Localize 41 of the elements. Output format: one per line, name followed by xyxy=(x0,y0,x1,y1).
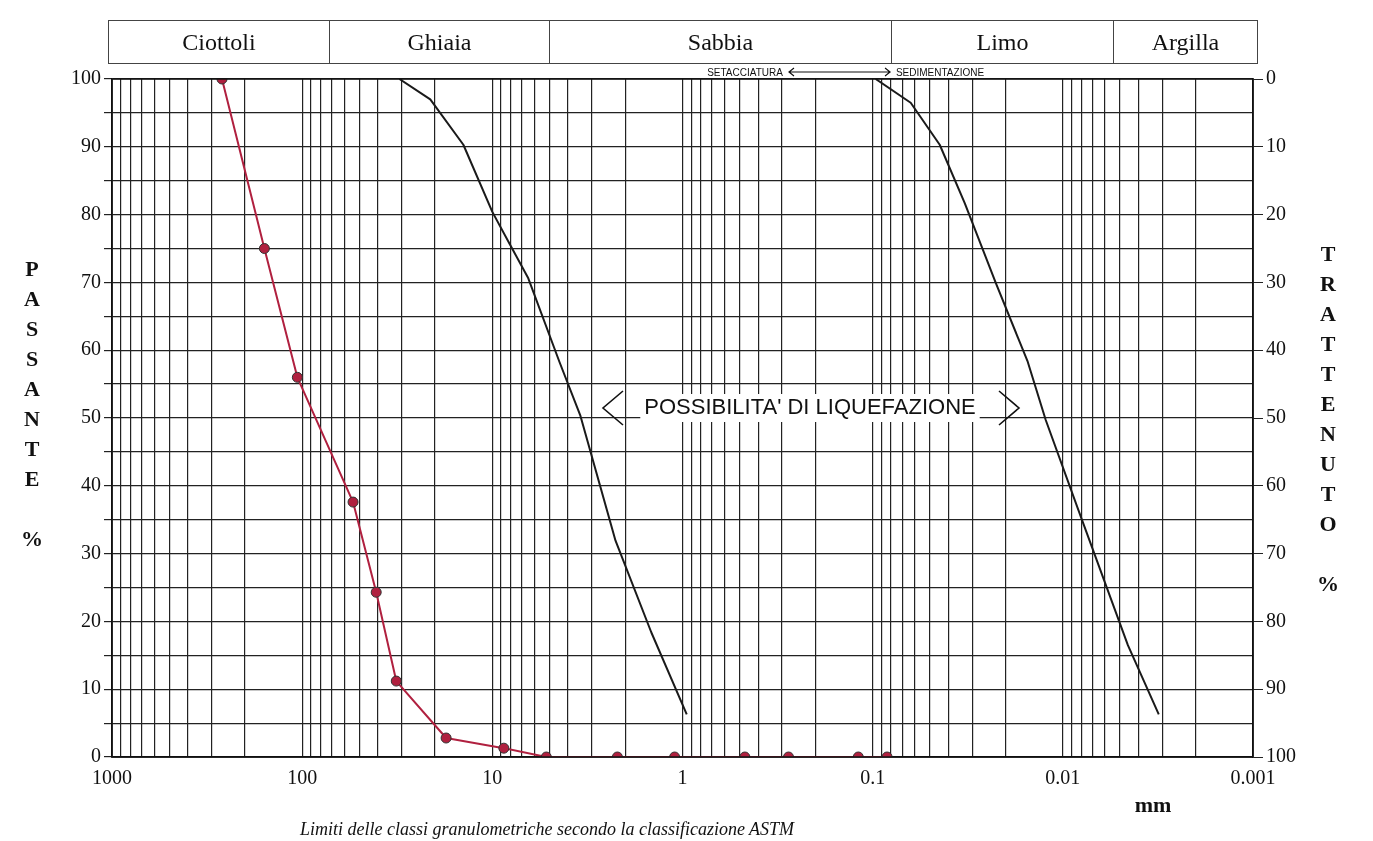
text: PASSANTE % xyxy=(21,255,43,551)
y2-tick-label: 0 xyxy=(1266,66,1276,89)
y-tick-label: 40 xyxy=(81,473,101,496)
x-tick-label: 1 xyxy=(677,766,688,789)
text: Ciottoli xyxy=(108,20,330,64)
y2-tick-label: 40 xyxy=(1266,337,1286,360)
text: Argilla xyxy=(1113,20,1258,64)
y-tick-label: 50 xyxy=(81,405,101,428)
y-tick-label: 30 xyxy=(81,540,101,563)
y2-tick-label: 100 xyxy=(1266,744,1296,767)
x-axis-title: mm xyxy=(1134,791,1172,817)
x-tick-label: 10 xyxy=(482,766,503,789)
text: Ghiaia xyxy=(329,20,550,64)
y-tick-label: 60 xyxy=(81,337,101,360)
text: SETACCIATURA xyxy=(707,66,784,78)
text: SEDIMENTAZIONE xyxy=(895,66,985,78)
y2-tick-label: 10 xyxy=(1266,134,1286,157)
text: Sabbia xyxy=(549,20,892,64)
y2-tick-label: 80 xyxy=(1266,608,1286,631)
x-tick-label: 1000 xyxy=(92,766,132,789)
y-tick-label: 0 xyxy=(91,744,101,767)
y-tick-label: 80 xyxy=(81,201,101,224)
y2-tick-label: 50 xyxy=(1266,405,1286,428)
y-tick-label: 10 xyxy=(81,676,101,699)
text: Limo xyxy=(891,20,1114,64)
x-tick-label: 0.01 xyxy=(1045,766,1081,789)
y2-tick-label: 70 xyxy=(1266,540,1286,563)
text: Limiti delle classi granulometriche secondo la classificazione ASTM xyxy=(298,818,796,839)
y-tick-label: 70 xyxy=(81,269,101,292)
annotation: POSSIBILITA' DI LIQUEFAZIONE xyxy=(644,394,976,420)
x-tick-label: 0.1 xyxy=(860,766,886,789)
y2-tick-label: 20 xyxy=(1266,201,1286,224)
x-tick-label: 0.001 xyxy=(1230,766,1276,789)
y-tick-label: 100 xyxy=(71,66,101,89)
y-tick-label: 90 xyxy=(81,134,101,157)
text: TRATTENUTO % xyxy=(1317,240,1339,596)
y2-tick-label: 30 xyxy=(1266,269,1286,292)
y-tick-label: 20 xyxy=(81,608,101,631)
y2-tick-label: 90 xyxy=(1266,676,1286,699)
x-tick-label: 100 xyxy=(287,766,318,789)
y2-tick-label: 60 xyxy=(1266,473,1286,496)
